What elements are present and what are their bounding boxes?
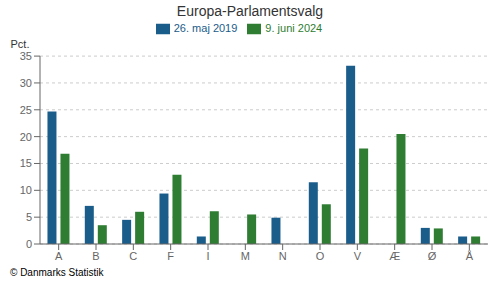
html-text:Europa-Parlamentsvalg: Europa-Parlamentsvalg	[176, 3, 324, 19]
html-text:26. maj 2019: 26. maj 2019	[173, 22, 238, 34]
svg-text:10: 10	[20, 184, 32, 196]
svg-text:A: A	[55, 250, 63, 262]
svg-text:30: 30	[20, 77, 32, 89]
svg-text:5: 5	[26, 211, 32, 223]
svg-text:N: N	[279, 250, 287, 262]
svg-text:25: 25	[20, 104, 32, 116]
svg-text:M: M	[241, 250, 250, 262]
svg-text:C: C	[129, 250, 137, 262]
svg-text:B: B	[92, 250, 99, 262]
svg-text:35: 35	[20, 50, 32, 62]
svg-text:Ø: Ø	[428, 250, 437, 262]
svg-text:I: I	[206, 250, 209, 262]
svg-text:F: F	[167, 250, 174, 262]
svg-text:15: 15	[20, 157, 32, 169]
svg-text:0: 0	[26, 238, 32, 250]
svg-text:V: V	[354, 250, 362, 262]
svg-text:Å: Å	[466, 250, 474, 262]
html-text:9. juni 2024: 9. juni 2024	[265, 22, 323, 34]
svg-text:Pct.: Pct.	[11, 38, 30, 50]
html-text:© Danmarks Statistik: © Danmarks Statistik	[10, 267, 104, 278]
svg-text:20: 20	[20, 131, 32, 143]
svg-text:Æ: Æ	[389, 250, 400, 262]
svg-text:O: O	[316, 250, 325, 262]
